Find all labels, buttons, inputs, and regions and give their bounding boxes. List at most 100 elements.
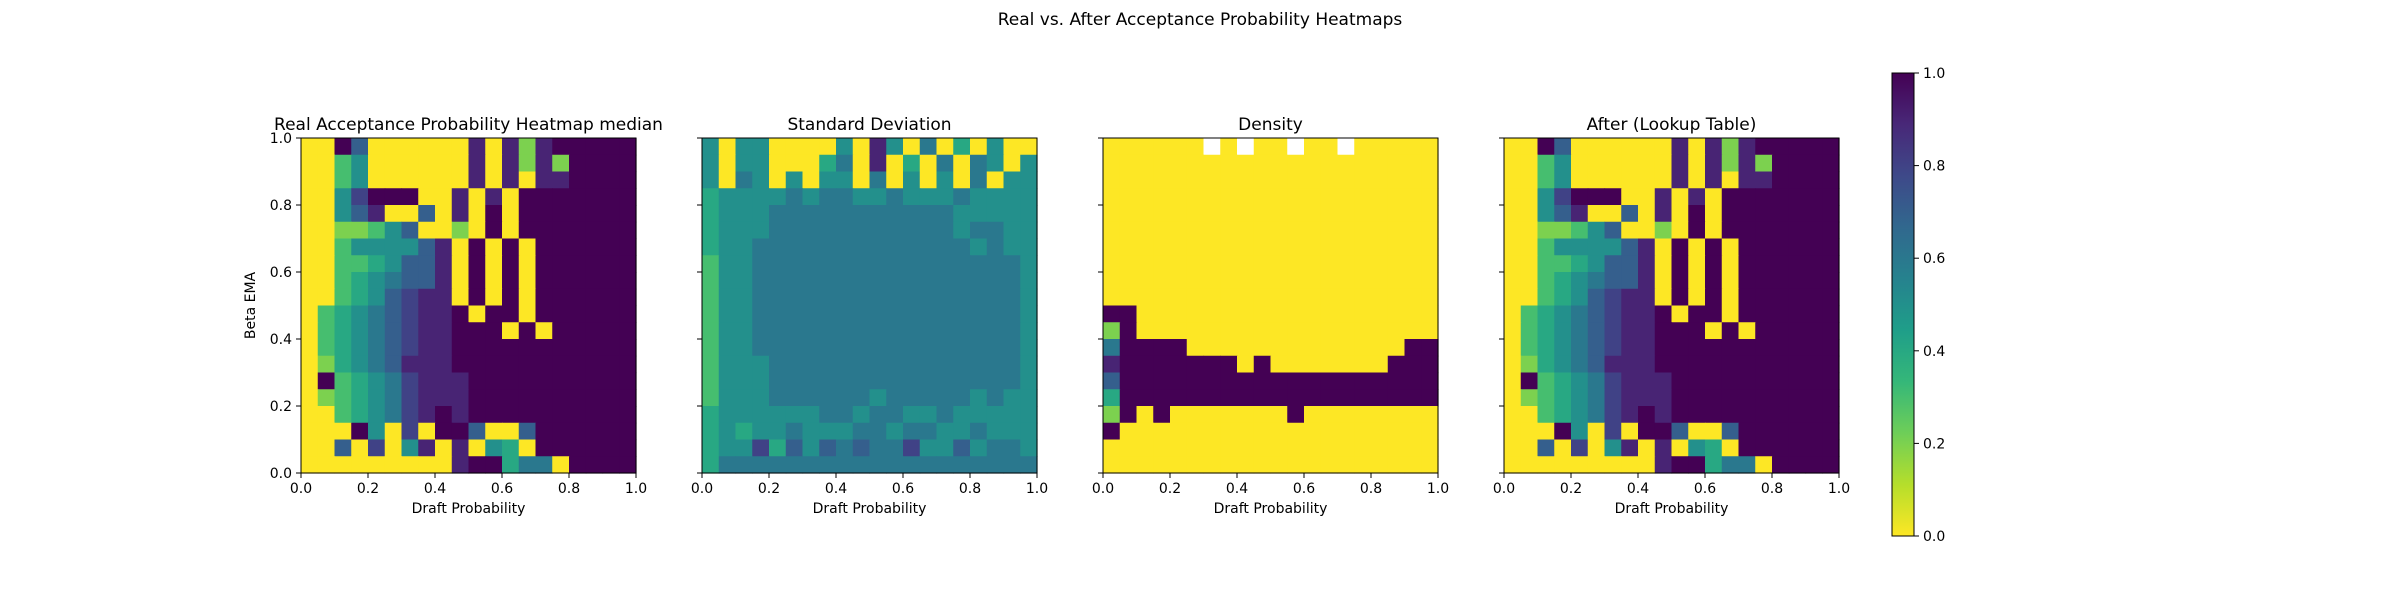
heatmap-cell xyxy=(1421,372,1439,390)
heatmap-cell xyxy=(886,339,904,357)
heatmap-cell xyxy=(1404,255,1422,273)
heatmap-cell xyxy=(435,154,453,173)
heatmap-cell xyxy=(384,221,403,240)
heatmap-cell xyxy=(1103,406,1121,424)
heatmap-cell xyxy=(785,439,804,457)
heatmap-cell xyxy=(435,188,453,206)
colorbar-tick-label: 1.0 xyxy=(1923,66,1945,82)
heatmap-cell xyxy=(1554,305,1572,323)
heatmap-cell xyxy=(1537,272,1555,290)
heatmap-cell xyxy=(468,305,486,323)
heatmap-cell xyxy=(1705,138,1723,156)
heatmap-cell xyxy=(1003,272,1021,290)
heatmap-cell xyxy=(1571,171,1589,189)
heatmap-cell xyxy=(735,171,753,189)
heatmap-cell xyxy=(1387,255,1406,273)
heatmap-cell xyxy=(518,138,537,156)
heatmap-cell xyxy=(1119,456,1138,474)
heatmap-cell xyxy=(936,255,954,273)
heatmap-cell xyxy=(1705,305,1723,323)
x-tick-label: 1.0 xyxy=(1026,481,1048,497)
heatmap-cell xyxy=(953,322,971,340)
heatmap-cell xyxy=(1220,456,1238,474)
heatmap-cell xyxy=(535,456,553,474)
heatmap-cell xyxy=(368,188,386,206)
heatmap-cell xyxy=(802,238,820,256)
heatmap-cell xyxy=(1638,322,1656,340)
heatmap-cell xyxy=(552,305,570,323)
heatmap-cell xyxy=(1772,221,1790,240)
heatmap-cell xyxy=(1220,439,1238,457)
heatmap-cell xyxy=(401,355,419,374)
heatmap-cell xyxy=(953,154,971,173)
heatmap-cell xyxy=(986,221,1005,240)
heatmap-cell xyxy=(1788,339,1807,357)
heatmap-cell xyxy=(1186,138,1205,156)
heatmap-cell xyxy=(970,355,988,374)
heatmap-cell xyxy=(1571,221,1589,240)
heatmap-cell xyxy=(1421,456,1439,474)
heatmap-cell xyxy=(1738,171,1756,189)
heatmap-cell xyxy=(1805,221,1823,240)
heatmap-cell xyxy=(1504,238,1522,256)
heatmap-cell xyxy=(1554,339,1572,357)
x-tick-label: 0.2 xyxy=(357,481,379,497)
heatmap-cell xyxy=(953,288,971,307)
heatmap-cell xyxy=(1387,154,1406,173)
heatmap-cell xyxy=(334,138,352,156)
heatmap-cell xyxy=(435,238,453,256)
heatmap-cell xyxy=(384,171,403,189)
heatmap-cell xyxy=(903,154,921,173)
heatmap-cell xyxy=(1520,188,1539,206)
heatmap-cell xyxy=(351,221,369,240)
heatmap-cell xyxy=(585,221,604,240)
heatmap-cell xyxy=(752,288,770,307)
heatmap-cell xyxy=(769,439,787,457)
heatmap-cell xyxy=(535,238,553,256)
heatmap-cell xyxy=(401,221,419,240)
heatmap-cell xyxy=(1604,422,1622,441)
heatmap-cell xyxy=(1554,406,1572,424)
heatmap-cell xyxy=(919,422,938,441)
heatmap-cell xyxy=(351,422,369,441)
heatmap-cell xyxy=(1287,188,1305,206)
heatmap-cell xyxy=(1822,422,1840,441)
heatmap-cell xyxy=(1671,154,1689,173)
heatmap-cell xyxy=(569,272,587,290)
heatmap-cell xyxy=(1253,372,1272,390)
heatmap-cell xyxy=(1638,138,1656,156)
heatmap-cell xyxy=(1337,339,1355,357)
heatmap-cell xyxy=(769,355,787,374)
heatmap-cell xyxy=(1136,221,1154,240)
heatmap-cell xyxy=(1671,188,1689,206)
heatmap-cell xyxy=(1688,422,1706,441)
heatmap-cell xyxy=(953,255,971,273)
heatmap-cell xyxy=(1755,322,1773,340)
heatmap-cell xyxy=(1738,238,1756,256)
heatmap-cell xyxy=(785,188,804,206)
heatmap-cell xyxy=(1320,439,1339,457)
heatmap-cell xyxy=(919,339,938,357)
heatmap-cell xyxy=(1320,305,1339,323)
heatmap-cell xyxy=(569,372,587,390)
panel-title: Real Acceptance Probability Heatmap medi… xyxy=(274,115,663,135)
heatmap-cell xyxy=(869,406,887,424)
heatmap-cell xyxy=(1654,154,1673,173)
heatmap-cell xyxy=(1755,288,1773,307)
heatmap-cell xyxy=(485,439,503,457)
heatmap-cell xyxy=(1186,171,1205,189)
heatmap-cell xyxy=(903,422,921,441)
x-tick-label: 0.0 xyxy=(290,481,312,497)
heatmap-cell xyxy=(1304,221,1322,240)
heatmap-cell xyxy=(1387,205,1406,223)
heatmap-cell xyxy=(886,422,904,441)
heatmap-cell xyxy=(852,389,871,407)
heatmap-cell xyxy=(518,238,537,256)
heatmap-cell xyxy=(485,221,503,240)
heatmap-cell xyxy=(936,305,954,323)
heatmap-cell xyxy=(1604,255,1622,273)
axes-frame xyxy=(1503,137,1840,474)
heatmap-cell xyxy=(1654,406,1673,424)
heatmap-cell xyxy=(418,372,436,390)
heatmap-cell xyxy=(1705,154,1723,173)
